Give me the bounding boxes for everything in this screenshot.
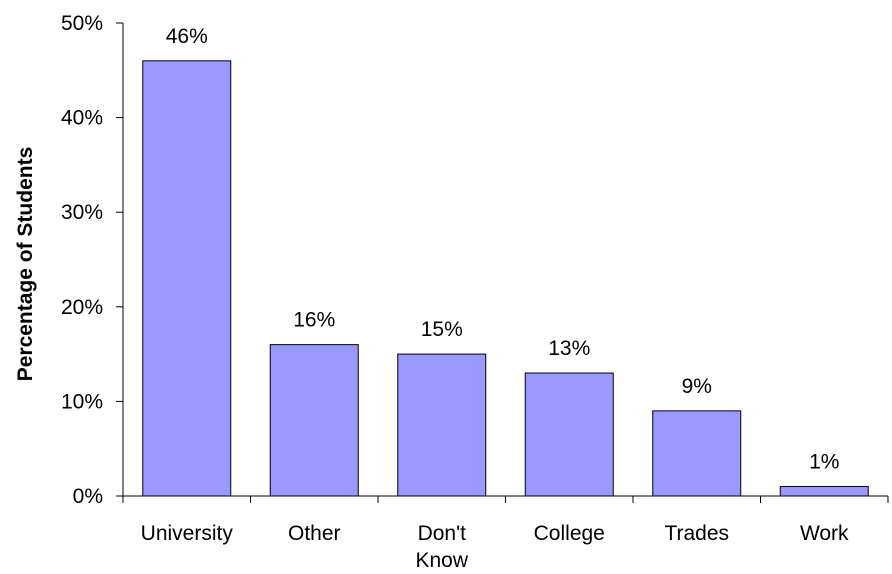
x-category-label-line: College — [534, 522, 605, 545]
x-category-label-line: Know — [415, 549, 468, 572]
x-category-label: College — [534, 522, 605, 545]
bar — [779, 486, 869, 497]
data-label: 13% — [548, 337, 590, 360]
y-axis-title-group: Percentage of Students — [14, 147, 37, 382]
data-label: 9% — [682, 375, 712, 398]
x-category-label-line: Don't — [418, 522, 467, 545]
y-tick-label: 40% — [61, 107, 103, 130]
x-category-label: Don't Know — [415, 522, 468, 572]
x-category-label-line: University — [141, 522, 234, 545]
y-tick-label: 30% — [61, 201, 103, 224]
y-tick-label: 10% — [61, 390, 103, 413]
data-label: 1% — [809, 451, 839, 474]
bar — [397, 353, 487, 497]
x-category-label: Other — [288, 522, 341, 545]
x-category-label: University — [141, 522, 234, 545]
data-label: 16% — [293, 309, 335, 332]
axes: 0% 10% 20% 30% 40% 50% — [61, 12, 889, 508]
x-category-label: Work — [800, 522, 849, 545]
bar — [269, 344, 359, 497]
data-label: 46% — [166, 25, 208, 48]
bar — [524, 372, 614, 497]
y-axis-title: Percentage of Students — [14, 147, 37, 382]
y-tick-label: 50% — [61, 12, 103, 35]
data-label: 15% — [421, 318, 463, 341]
y-tick-label: 20% — [61, 296, 103, 319]
x-category-label: Trades — [664, 522, 729, 545]
y-tick-label: 0% — [73, 485, 103, 508]
bar — [652, 410, 742, 497]
bars — [142, 60, 869, 497]
bar — [142, 60, 232, 497]
x-category-label-line: Trades — [664, 522, 729, 545]
labels: 46% University 16% Other 15% Don't Know 13% Coll… — [141, 25, 849, 572]
x-category-label-line: Other — [288, 522, 341, 545]
x-category-label-line: Work — [800, 522, 849, 545]
